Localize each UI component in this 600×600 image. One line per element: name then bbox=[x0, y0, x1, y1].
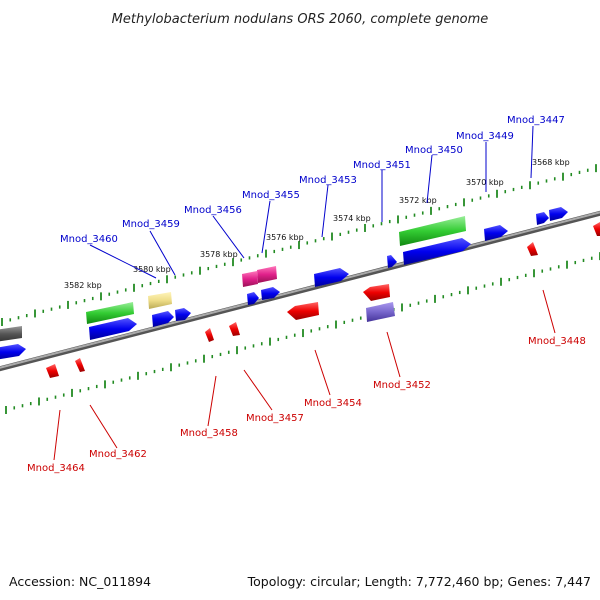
gene-block bbox=[363, 284, 390, 301]
gene-block bbox=[593, 222, 600, 236]
ruler-label-3582: 3582 kbp bbox=[64, 281, 102, 290]
ruler-label-3574: 3574 kbp bbox=[333, 214, 371, 223]
gene-block bbox=[387, 255, 397, 268]
genome-summary-text: Topology: circular; Length: 7,772,460 bp… bbox=[247, 574, 591, 589]
gene-label-mnod-3454[interactable]: Mnod_3454 bbox=[304, 398, 362, 409]
gene-block bbox=[257, 266, 277, 283]
ruler-label-3568: 3568 kbp bbox=[532, 158, 570, 167]
gene-block bbox=[527, 242, 538, 256]
gene-block bbox=[229, 322, 240, 336]
gene-block bbox=[247, 292, 259, 305]
gene-block bbox=[205, 328, 214, 342]
gene-label-mnod-3451[interactable]: Mnod_3451 bbox=[353, 160, 411, 171]
gene-block bbox=[549, 207, 568, 221]
gene-label-mnod-3458[interactable]: Mnod_3458 bbox=[180, 428, 238, 439]
gene-block bbox=[175, 308, 191, 321]
top-label-leaders bbox=[89, 125, 534, 279]
gene-block bbox=[46, 364, 59, 378]
gene-block bbox=[152, 311, 174, 327]
gene-label-mnod-3455[interactable]: Mnod_3455 bbox=[242, 190, 300, 201]
bottom-gene-labels: Mnod_3448 Mnod_3452 Mnod_3454 Mnod_3457 … bbox=[27, 336, 586, 474]
gene-block bbox=[403, 238, 471, 265]
ruler-label-3576: 3576 kbp bbox=[266, 233, 304, 242]
gene-label-mnod-3453[interactable]: Mnod_3453 bbox=[299, 175, 357, 186]
genes-forward bbox=[0, 207, 568, 360]
gene-label-mnod-3447[interactable]: Mnod_3447 bbox=[507, 115, 565, 126]
gene-label-mnod-3456[interactable]: Mnod_3456 bbox=[184, 205, 242, 216]
genes-reverse bbox=[46, 222, 600, 378]
ruler-label-3572: 3572 kbp bbox=[399, 196, 437, 205]
gene-label-mnod-3452[interactable]: Mnod_3452 bbox=[373, 380, 431, 391]
ruler-label-3578: 3578 kbp bbox=[200, 250, 238, 259]
gene-block bbox=[86, 302, 134, 324]
gene-block bbox=[0, 344, 26, 360]
backbone bbox=[0, 210, 600, 372]
gene-block bbox=[148, 292, 172, 309]
bottom-label-leaders bbox=[53, 289, 556, 461]
ruler-labels: 3568 kbp 3570 kbp 3572 kbp 3574 kbp 3576… bbox=[64, 158, 570, 290]
gene-label-mnod-3448[interactable]: Mnod_3448 bbox=[528, 336, 586, 347]
accession-text: Accession: NC_011894 bbox=[9, 574, 151, 589]
gene-block bbox=[536, 212, 549, 225]
ruler-upper bbox=[1, 164, 597, 326]
gene-label-mnod-3460[interactable]: Mnod_3460 bbox=[60, 234, 118, 245]
gene-label-mnod-3457[interactable]: Mnod_3457 bbox=[246, 413, 304, 424]
gene-label-mnod-3464[interactable]: Mnod_3464 bbox=[27, 463, 85, 474]
gene-label-mnod-3462[interactable]: Mnod_3462 bbox=[89, 449, 147, 460]
gene-block bbox=[314, 268, 349, 287]
map-title: Methylobacterium nodulans ORS 2060, comp… bbox=[112, 12, 489, 27]
gene-block bbox=[261, 287, 280, 300]
gene-block bbox=[484, 225, 508, 241]
gene-block bbox=[0, 326, 22, 342]
gene-block bbox=[366, 302, 395, 322]
ruler-label-3570: 3570 kbp bbox=[466, 178, 504, 187]
gene-label-mnod-3459[interactable]: Mnod_3459 bbox=[122, 219, 180, 230]
gene-block bbox=[287, 302, 319, 320]
top-gene-labels: Mnod_3447 Mnod_3449 Mnod_3450 Mnod_3451 … bbox=[60, 115, 565, 245]
ruler-label-3580: 3580 kbp bbox=[133, 265, 171, 274]
gene-label-mnod-3450[interactable]: Mnod_3450 bbox=[405, 145, 463, 156]
gene-block bbox=[89, 318, 137, 340]
gene-block bbox=[242, 271, 258, 287]
gene-label-mnod-3449[interactable]: Mnod_3449 bbox=[456, 131, 514, 142]
gene-block bbox=[399, 216, 466, 246]
gene-block bbox=[75, 358, 85, 372]
